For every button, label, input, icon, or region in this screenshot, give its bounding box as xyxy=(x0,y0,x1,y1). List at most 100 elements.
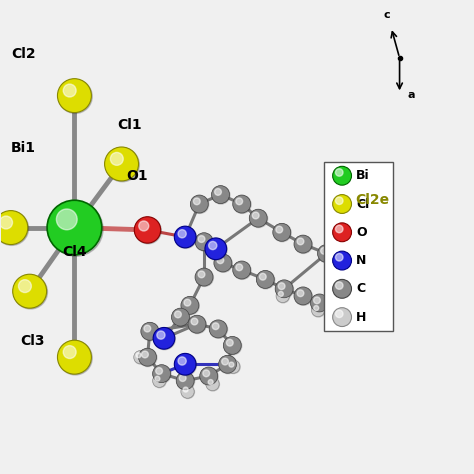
Circle shape xyxy=(139,221,149,231)
Circle shape xyxy=(110,153,123,165)
Circle shape xyxy=(63,346,76,358)
Circle shape xyxy=(332,297,339,304)
Text: C: C xyxy=(356,283,365,295)
Circle shape xyxy=(141,323,159,341)
Circle shape xyxy=(188,315,206,333)
Circle shape xyxy=(336,254,343,261)
Circle shape xyxy=(195,268,213,286)
Circle shape xyxy=(336,197,343,204)
Circle shape xyxy=(351,269,358,275)
Circle shape xyxy=(56,209,77,230)
Circle shape xyxy=(58,80,92,113)
Text: O1: O1 xyxy=(126,169,148,183)
FancyBboxPatch shape xyxy=(324,162,392,331)
Circle shape xyxy=(206,377,219,391)
Circle shape xyxy=(217,257,224,264)
Circle shape xyxy=(329,294,347,312)
Circle shape xyxy=(198,271,205,278)
Circle shape xyxy=(153,365,171,383)
Circle shape xyxy=(210,320,228,338)
Circle shape xyxy=(179,374,186,382)
Circle shape xyxy=(344,282,361,300)
Text: a: a xyxy=(408,90,415,100)
Circle shape xyxy=(0,216,12,229)
Circle shape xyxy=(58,341,92,375)
Circle shape xyxy=(181,385,194,399)
Circle shape xyxy=(206,238,227,260)
Circle shape xyxy=(134,217,161,243)
Circle shape xyxy=(153,328,175,349)
Circle shape xyxy=(214,255,232,273)
Circle shape xyxy=(157,331,165,339)
Circle shape xyxy=(224,337,242,355)
Circle shape xyxy=(336,310,343,318)
Circle shape xyxy=(294,287,312,305)
Circle shape xyxy=(233,195,251,213)
Circle shape xyxy=(346,285,353,292)
Circle shape xyxy=(259,273,266,280)
Circle shape xyxy=(189,316,206,334)
Circle shape xyxy=(349,266,366,284)
Circle shape xyxy=(278,292,283,296)
Text: Cl2e: Cl2e xyxy=(355,193,389,207)
Circle shape xyxy=(174,311,182,318)
Circle shape xyxy=(13,274,46,308)
Circle shape xyxy=(333,195,352,213)
Circle shape xyxy=(139,349,157,366)
Circle shape xyxy=(175,227,197,248)
Circle shape xyxy=(310,294,328,312)
Circle shape xyxy=(209,241,217,250)
Circle shape xyxy=(273,223,291,241)
Circle shape xyxy=(278,283,285,290)
Circle shape xyxy=(14,275,47,309)
Circle shape xyxy=(214,254,232,272)
Circle shape xyxy=(233,262,251,279)
Circle shape xyxy=(256,271,274,288)
Circle shape xyxy=(333,308,352,327)
Text: Cl1: Cl1 xyxy=(117,118,141,132)
Circle shape xyxy=(0,210,28,245)
Circle shape xyxy=(333,223,352,242)
Circle shape xyxy=(135,218,161,244)
Circle shape xyxy=(311,303,325,317)
Circle shape xyxy=(222,358,228,365)
Circle shape xyxy=(172,308,190,326)
Circle shape xyxy=(344,283,362,301)
Circle shape xyxy=(203,370,210,377)
Circle shape xyxy=(320,247,328,254)
Circle shape xyxy=(249,209,267,227)
Circle shape xyxy=(229,362,234,367)
Circle shape xyxy=(276,290,290,303)
Text: c: c xyxy=(383,10,390,20)
Circle shape xyxy=(200,367,218,385)
Circle shape xyxy=(336,169,343,176)
Text: Cl4: Cl4 xyxy=(63,245,87,259)
Circle shape xyxy=(334,304,346,317)
Circle shape xyxy=(178,229,186,238)
Text: Bi1: Bi1 xyxy=(11,141,36,155)
Circle shape xyxy=(141,322,159,340)
Circle shape xyxy=(333,279,352,298)
Circle shape xyxy=(233,195,251,213)
Circle shape xyxy=(191,195,209,213)
Circle shape xyxy=(57,79,91,113)
Circle shape xyxy=(198,236,205,242)
Circle shape xyxy=(276,289,289,302)
Circle shape xyxy=(208,380,213,384)
Text: O: O xyxy=(356,226,367,239)
Circle shape xyxy=(155,376,160,381)
Circle shape xyxy=(227,339,233,346)
Circle shape xyxy=(314,297,320,304)
Circle shape xyxy=(200,367,218,385)
Text: Cl2: Cl2 xyxy=(11,47,36,61)
Circle shape xyxy=(138,348,156,366)
Circle shape xyxy=(181,296,199,314)
Circle shape xyxy=(219,356,237,373)
Circle shape xyxy=(176,372,194,390)
Circle shape xyxy=(359,284,372,298)
Circle shape xyxy=(63,84,76,97)
Circle shape xyxy=(275,280,293,298)
Circle shape xyxy=(250,210,268,228)
Circle shape xyxy=(172,309,190,327)
Circle shape xyxy=(0,211,28,246)
